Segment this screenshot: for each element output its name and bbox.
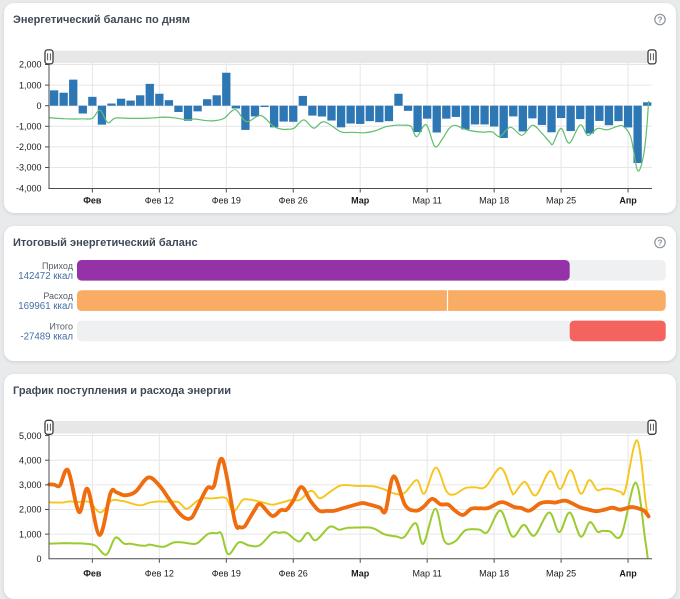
svg-text:1,000: 1,000 [19,80,42,90]
svg-text:Мар 11: Мар 11 [412,196,441,206]
svg-text:Апр: Апр [619,196,637,206]
svg-text:5,000: 5,000 [19,431,42,441]
svg-text:Фев 26: Фев 26 [279,568,308,578]
svg-text:1,000: 1,000 [19,529,42,539]
svg-text:Фев 12: Фев 12 [145,196,174,206]
svg-text:-1,000: -1,000 [16,122,42,132]
svg-text:Фев: Фев [83,196,102,206]
svg-text:Мар 18: Мар 18 [479,568,509,578]
svg-text:-2,000: -2,000 [16,142,42,152]
svg-text:-4,000: -4,000 [16,183,42,193]
svg-text:2,000: 2,000 [19,505,42,515]
svg-text:Фев 26: Фев 26 [279,196,308,206]
svg-text:0: 0 [36,101,41,111]
svg-text:?: ? [657,237,662,247]
svg-text:Мар: Мар [351,568,370,578]
svg-text:Мар 25: Мар 25 [546,568,576,578]
svg-text:Расход: Расход [43,291,73,301]
svg-text:График поступления и расхода э: График поступления и расхода энергии [13,385,231,397]
svg-text:Фев: Фев [83,568,102,578]
svg-text:Мар: Мар [351,196,370,206]
svg-text:Фев 19: Фев 19 [212,568,241,578]
svg-text:142472 ккал: 142472 ккал [18,271,73,282]
svg-text:2,000: 2,000 [19,60,42,70]
svg-text:Мар 11: Мар 11 [412,568,441,578]
svg-text:4,000: 4,000 [19,455,42,465]
svg-text:3,000: 3,000 [19,480,42,490]
svg-text:169961 ккал: 169961 ккал [18,301,73,312]
svg-text:Фев 12: Фев 12 [145,568,174,578]
svg-text:0: 0 [36,554,41,564]
svg-text:Итоговый энергетический баланс: Итоговый энергетический баланс [13,237,198,249]
svg-text:Приход: Приход [42,261,74,271]
svg-text:Мар 18: Мар 18 [479,196,509,206]
svg-text:Апр: Апр [619,568,637,578]
svg-text:Фев 19: Фев 19 [212,196,241,206]
svg-text:Мар 25: Мар 25 [546,196,576,206]
svg-text:Итого: Итого [49,321,73,331]
svg-text:Энергетический баланс по дням: Энергетический баланс по дням [13,14,190,26]
svg-text:-27489 ккал: -27489 ккал [20,331,73,342]
svg-text:-3,000: -3,000 [16,163,42,173]
svg-text:?: ? [657,14,662,24]
